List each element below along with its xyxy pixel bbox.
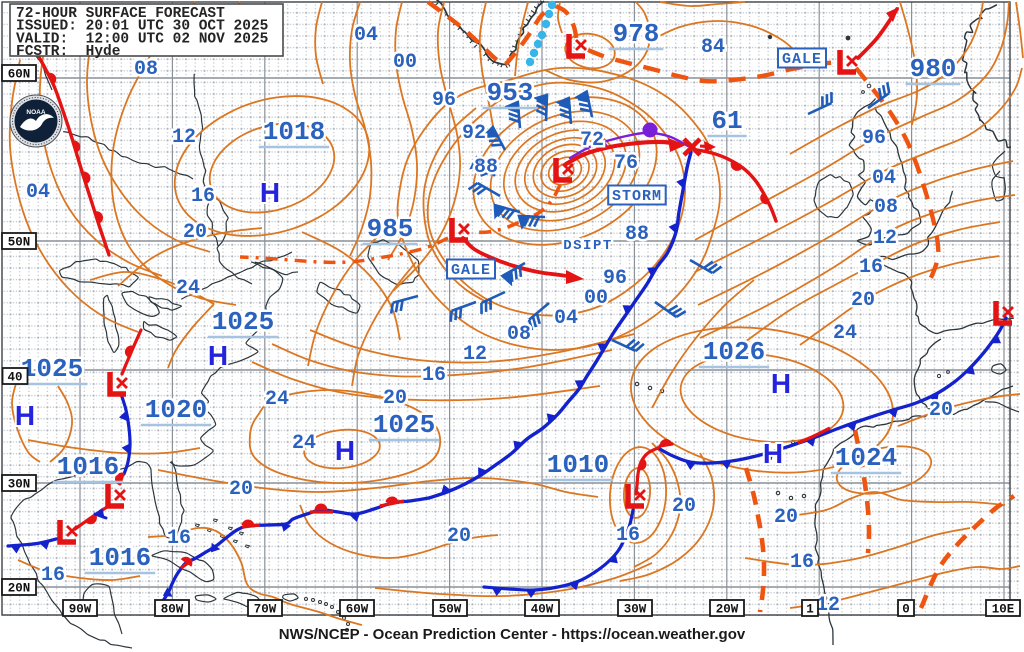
- svg-text:00: 00: [584, 287, 608, 310]
- svg-text:953: 953: [487, 78, 534, 108]
- svg-text:84: 84: [701, 36, 725, 59]
- svg-text:24: 24: [265, 388, 289, 411]
- svg-text:16: 16: [859, 256, 883, 279]
- svg-text:72: 72: [580, 129, 604, 152]
- svg-text:20W: 20W: [716, 603, 739, 617]
- svg-text:VALID: 12:00 UTC 02 NOV 2025: VALID: 12:00 UTC 02 NOV 2025: [16, 31, 268, 47]
- svg-text:60W: 60W: [346, 603, 369, 617]
- svg-text:1025: 1025: [212, 307, 274, 337]
- svg-text:20N: 20N: [8, 582, 31, 596]
- svg-text:GALE: GALE: [451, 262, 491, 279]
- svg-text:NOAA: NOAA: [26, 109, 45, 116]
- svg-text:04: 04: [554, 307, 578, 330]
- svg-text:0: 0: [902, 603, 910, 617]
- svg-text:GALE: GALE: [782, 51, 822, 68]
- svg-text:H: H: [763, 438, 783, 469]
- svg-text:20: 20: [929, 399, 953, 422]
- svg-text:1026: 1026: [703, 337, 765, 367]
- svg-text:H: H: [771, 368, 791, 399]
- svg-text:20: 20: [447, 525, 471, 548]
- svg-text:FCSTR: Hyde: FCSTR: Hyde: [16, 44, 120, 60]
- svg-text:12: 12: [463, 343, 487, 366]
- svg-text:H: H: [15, 400, 35, 431]
- svg-text:12: 12: [172, 126, 196, 149]
- svg-text:96: 96: [603, 267, 627, 290]
- svg-text:50N: 50N: [8, 236, 31, 250]
- svg-text:20: 20: [672, 495, 696, 518]
- svg-text:88: 88: [625, 223, 649, 246]
- svg-text:08: 08: [134, 58, 158, 81]
- svg-text:H: H: [335, 435, 355, 466]
- svg-text:04: 04: [354, 24, 378, 47]
- svg-text:16: 16: [191, 185, 215, 208]
- svg-text:1016: 1016: [89, 543, 151, 573]
- svg-text:60N: 60N: [8, 68, 31, 82]
- svg-text:H: H: [208, 340, 228, 371]
- svg-text:20: 20: [183, 221, 207, 244]
- svg-text:16: 16: [167, 527, 191, 550]
- svg-text:30N: 30N: [8, 478, 31, 492]
- svg-text:20: 20: [229, 478, 253, 501]
- svg-text:H: H: [260, 177, 280, 208]
- svg-text:61: 61: [711, 106, 742, 136]
- svg-text:24: 24: [292, 432, 316, 455]
- svg-text:1016: 1016: [57, 452, 119, 482]
- svg-text:50W: 50W: [439, 603, 462, 617]
- svg-text:08: 08: [507, 323, 531, 346]
- svg-text:978: 978: [613, 19, 660, 49]
- svg-text:92: 92: [462, 122, 486, 145]
- svg-text:12: 12: [873, 227, 897, 250]
- svg-text:04: 04: [26, 181, 50, 204]
- svg-text:NWS/NCEP - Ocean Prediction Ce: NWS/NCEP - Ocean Prediction Center - htt…: [279, 626, 746, 643]
- svg-text:04: 04: [872, 167, 896, 190]
- svg-text:72-HOUR SURFACE FORECAST: 72-HOUR SURFACE FORECAST: [16, 6, 225, 22]
- svg-text:20: 20: [774, 506, 798, 529]
- svg-text:16: 16: [790, 551, 814, 574]
- svg-text:08: 08: [874, 196, 898, 219]
- svg-text:16: 16: [41, 564, 65, 587]
- svg-text:90W: 90W: [69, 603, 92, 617]
- svg-text:16: 16: [616, 524, 640, 547]
- svg-text:30W: 30W: [624, 603, 647, 617]
- svg-text:40W: 40W: [531, 603, 554, 617]
- svg-text:20: 20: [851, 289, 875, 312]
- svg-text:96: 96: [432, 89, 456, 112]
- svg-text:70W: 70W: [254, 603, 277, 617]
- svg-text:1025: 1025: [21, 354, 83, 384]
- svg-text:DSIPT: DSIPT: [563, 238, 613, 254]
- svg-text:ISSUED: 20:01 UTC 30 OCT 2025: ISSUED: 20:01 UTC 30 OCT 2025: [16, 19, 268, 35]
- svg-text:00: 00: [393, 51, 417, 74]
- svg-text:STORM: STORM: [612, 188, 662, 205]
- svg-text:1024: 1024: [835, 443, 897, 473]
- svg-text:88: 88: [474, 156, 498, 179]
- svg-text:80W: 80W: [161, 603, 184, 617]
- svg-text:1010: 1010: [547, 450, 609, 480]
- svg-text:20: 20: [383, 387, 407, 410]
- svg-text:40: 40: [7, 371, 22, 385]
- svg-text:1025: 1025: [373, 410, 435, 440]
- svg-text:96: 96: [862, 127, 886, 150]
- svg-text:985: 985: [367, 214, 414, 244]
- svg-text:76: 76: [614, 152, 638, 175]
- svg-text:16: 16: [422, 364, 446, 387]
- svg-text:10E: 10E: [992, 603, 1015, 617]
- svg-text:24: 24: [176, 277, 200, 300]
- svg-text:1018: 1018: [263, 117, 325, 147]
- svg-text:980: 980: [910, 54, 957, 84]
- svg-text:1020: 1020: [145, 395, 207, 425]
- svg-text:12: 12: [816, 594, 840, 617]
- svg-text:24: 24: [833, 322, 857, 345]
- svg-text:1: 1: [806, 603, 814, 617]
